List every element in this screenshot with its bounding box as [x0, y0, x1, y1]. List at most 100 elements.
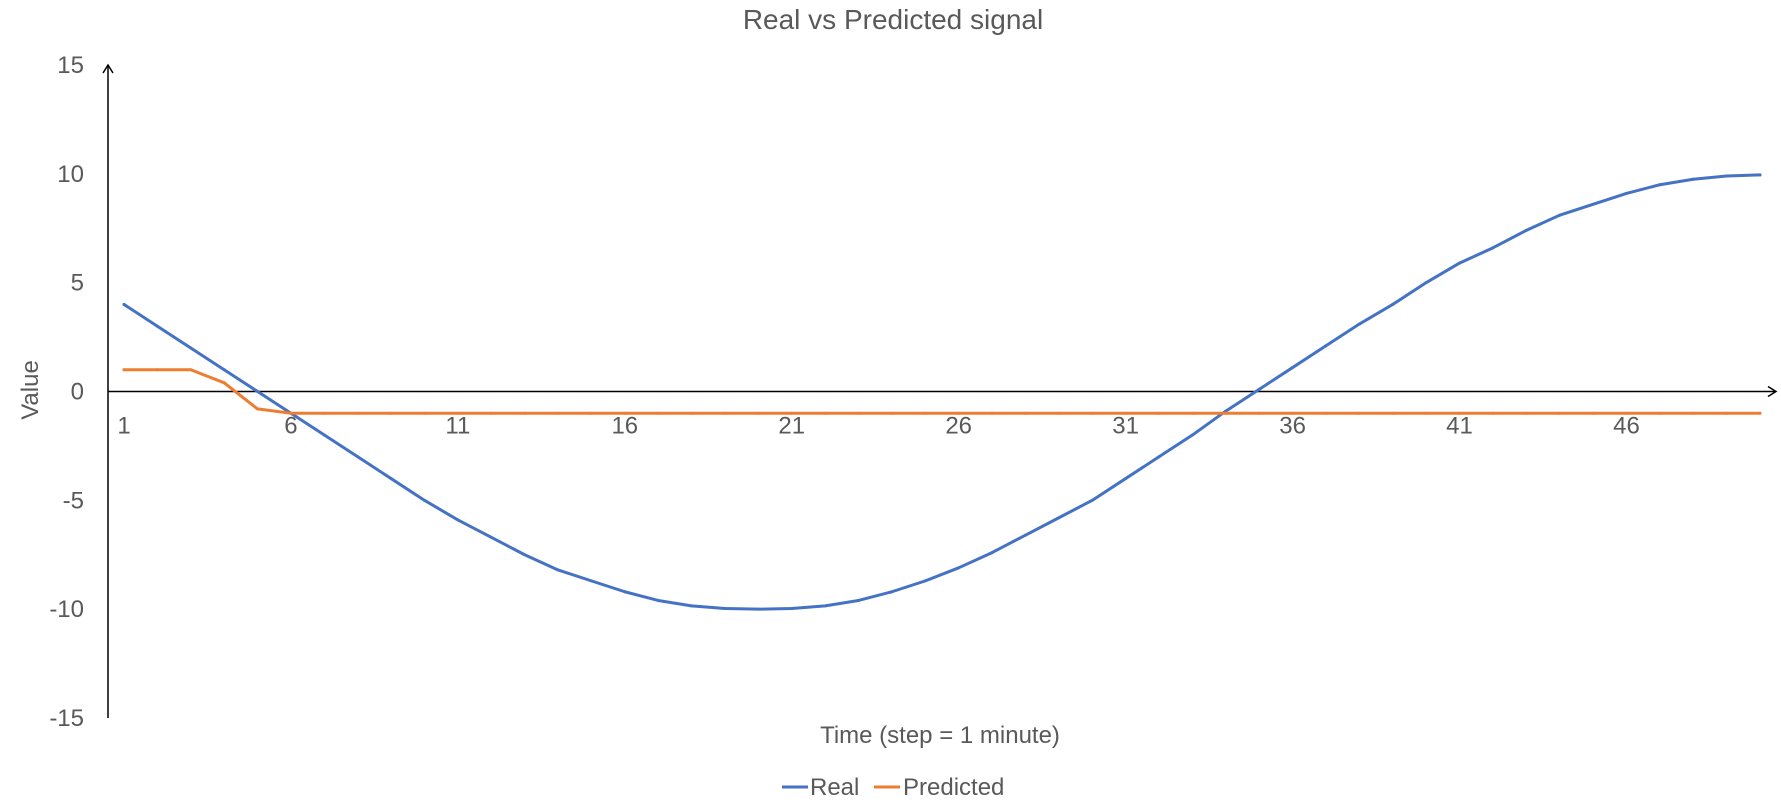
- y-tick-label: 15: [57, 52, 84, 79]
- data-point-real: [122, 302, 126, 306]
- data-point-predicted: [456, 411, 460, 415]
- data-point-predicted: [1124, 411, 1128, 415]
- data-point-predicted: [790, 411, 794, 415]
- data-point-real: [356, 455, 360, 459]
- data-point-real: [923, 579, 927, 583]
- data-point-real: [389, 477, 393, 481]
- data-point-real: [1124, 477, 1128, 481]
- x-axis-title: Time (step = 1 minute): [820, 722, 1060, 749]
- x-tick-label: 21: [778, 413, 805, 440]
- chart-title: Real vs Predicted signal: [743, 4, 1043, 35]
- data-point-real: [756, 607, 760, 611]
- data-point-predicted: [756, 411, 760, 415]
- data-point-real: [1157, 455, 1161, 459]
- x-tick-label: 46: [1613, 413, 1640, 440]
- data-point-real: [1324, 344, 1328, 348]
- series-line-predicted: [122, 368, 1762, 415]
- data-point-predicted: [1023, 411, 1027, 415]
- data-point-predicted: [1491, 411, 1495, 415]
- series-lines: [122, 173, 1762, 611]
- data-point-real: [155, 324, 159, 328]
- data-point-predicted: [322, 411, 326, 415]
- data-point-real: [723, 607, 727, 611]
- data-point-predicted: [1725, 411, 1729, 415]
- data-point-real: [556, 568, 560, 572]
- data-point-real: [823, 604, 827, 608]
- series-points-real: [122, 173, 1762, 611]
- data-point-real: [523, 553, 527, 557]
- legend: Real Predicted: [782, 774, 1004, 801]
- data-point-predicted: [890, 411, 894, 415]
- data-point-predicted: [1524, 411, 1528, 415]
- data-point-real: [656, 598, 660, 602]
- data-point-predicted: [1190, 411, 1194, 415]
- data-point-real: [1458, 261, 1462, 265]
- data-point-real: [1424, 281, 1428, 285]
- data-point-predicted: [155, 368, 159, 372]
- y-tick-label: 0: [71, 379, 84, 406]
- data-point-real: [256, 390, 260, 393]
- data-point-predicted: [656, 411, 660, 415]
- data-point-real: [990, 551, 994, 555]
- data-point-real: [1624, 191, 1628, 195]
- data-point-predicted: [823, 411, 827, 415]
- data-point-real: [1391, 302, 1395, 306]
- x-tick-label: 26: [945, 413, 972, 440]
- data-point-predicted: [1224, 411, 1228, 415]
- data-point-predicted: [389, 411, 393, 415]
- x-tick-label: 36: [1279, 413, 1306, 440]
- x-tick-label: 11: [445, 413, 470, 440]
- series-line-real: [122, 173, 1762, 611]
- data-point-real: [623, 590, 627, 594]
- data-point-real: [690, 604, 694, 608]
- data-point-real: [189, 346, 193, 350]
- data-point-predicted: [1758, 411, 1762, 415]
- data-point-predicted: [489, 411, 493, 415]
- data-point-real: [222, 368, 226, 372]
- data-point-predicted: [690, 411, 694, 415]
- data-point-real: [1291, 366, 1295, 370]
- data-point-predicted: [1291, 411, 1295, 415]
- data-point-real: [589, 579, 593, 583]
- data-point-predicted: [589, 411, 593, 415]
- x-axis-arrowhead: [1767, 385, 1778, 398]
- data-point-predicted: [1691, 411, 1695, 415]
- x-tick-label: 16: [611, 413, 638, 440]
- data-point-real: [790, 607, 794, 611]
- data-point-predicted: [289, 411, 293, 415]
- data-point-predicted: [990, 411, 994, 415]
- data-point-predicted: [1458, 411, 1462, 415]
- data-point-predicted: [1090, 411, 1094, 415]
- series-points-predicted: [122, 368, 1762, 415]
- data-point-real: [322, 433, 326, 437]
- data-point-predicted: [1357, 411, 1361, 415]
- data-point-real: [1524, 228, 1528, 232]
- data-point-predicted: [556, 411, 560, 415]
- data-point-predicted: [222, 381, 226, 385]
- data-point-real: [1491, 246, 1495, 250]
- data-point-predicted: [1558, 411, 1562, 415]
- x-tick-label: 41: [1446, 413, 1473, 440]
- data-point-real: [1691, 177, 1695, 181]
- data-point-real: [1558, 213, 1562, 217]
- data-point-real: [456, 518, 460, 522]
- data-point-real: [1057, 516, 1061, 520]
- data-point-predicted: [523, 411, 527, 415]
- data-point-predicted: [623, 411, 627, 415]
- data-point-real: [1591, 202, 1595, 206]
- data-point-predicted: [1257, 411, 1261, 415]
- data-point-predicted: [957, 411, 961, 415]
- data-point-predicted: [256, 407, 260, 411]
- x-axis-ticks: 1 6 11 16 21 26 31 36 41 46: [117, 413, 1639, 440]
- legend-label-real: Real: [810, 774, 859, 801]
- data-point-predicted: [923, 411, 927, 415]
- data-point-predicted: [1057, 411, 1061, 415]
- y-axis-title: Value: [17, 360, 44, 420]
- y-tick-label: -15: [49, 705, 84, 732]
- axes: [102, 63, 1778, 718]
- data-point-predicted: [1391, 411, 1395, 415]
- y-tick-label: -5: [63, 487, 84, 514]
- data-point-real: [1023, 533, 1027, 537]
- data-point-predicted: [1324, 411, 1328, 415]
